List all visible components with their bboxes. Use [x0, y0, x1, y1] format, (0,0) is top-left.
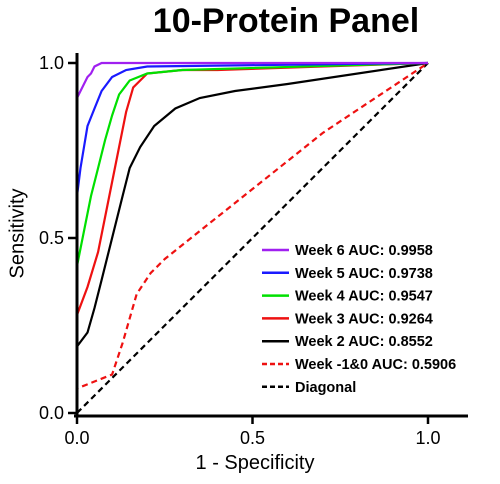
y-tick-label: 1.0 — [39, 53, 64, 73]
series-line-week-5-auc-0-9738 — [75, 61, 429, 413]
series-line-week-1-0-auc-0-5906 — [75, 62, 429, 413]
y-axis-label: Sensitivity — [6, 188, 29, 279]
legend-entry: Week 2 AUC: 0.8552 — [262, 334, 433, 350]
legend-entry: Week 6 AUC: 0.9958 — [262, 243, 433, 259]
legend-entry: Week 3 AUC: 0.9264 — [262, 311, 433, 327]
x-tick-label: 0.0 — [64, 428, 89, 448]
legend-label: Week 5 AUC: 0.9738 — [295, 266, 433, 282]
series-line-week-4-auc-0-9547 — [75, 61, 429, 413]
legend-label: Diagonal — [295, 380, 356, 396]
legend-entry: Week 5 AUC: 0.9738 — [262, 266, 433, 282]
series-line-diagonal — [76, 62, 429, 414]
legend-label: Week -1&0 AUC: 0.5906 — [295, 357, 456, 373]
series-line-week-2-auc-0-8552 — [75, 61, 429, 413]
legend-label: Week 6 AUC: 0.9958 — [295, 243, 433, 259]
chart-title: 10-Protein Panel — [152, 2, 420, 40]
y-tick-label: 0.0 — [39, 403, 64, 423]
legend: Week 6 AUC: 0.9958 Week 5 AUC: 0.9738 Week… — [262, 243, 456, 396]
legend-label: Week 3 AUC: 0.9264 — [295, 311, 433, 327]
legend-entry: Week -1&0 AUC: 0.5906 — [262, 357, 456, 373]
legend-entry: Week 4 AUC: 0.9547 — [262, 289, 433, 305]
legend-label: Week 4 AUC: 0.9547 — [295, 289, 433, 305]
axes-layer: 0.0 0.5 1.0 0.0 0.5 1.0 — [39, 53, 468, 448]
y-tick-label: 0.5 — [39, 228, 64, 248]
x-tick-label: 1.0 — [415, 428, 440, 448]
legend-label: Week 2 AUC: 0.8552 — [295, 334, 433, 350]
x-tick-label: 0.5 — [240, 428, 265, 448]
x-axis-label: 1 - Specificity — [195, 452, 315, 474]
legend-entry: Diagonal — [262, 380, 356, 396]
